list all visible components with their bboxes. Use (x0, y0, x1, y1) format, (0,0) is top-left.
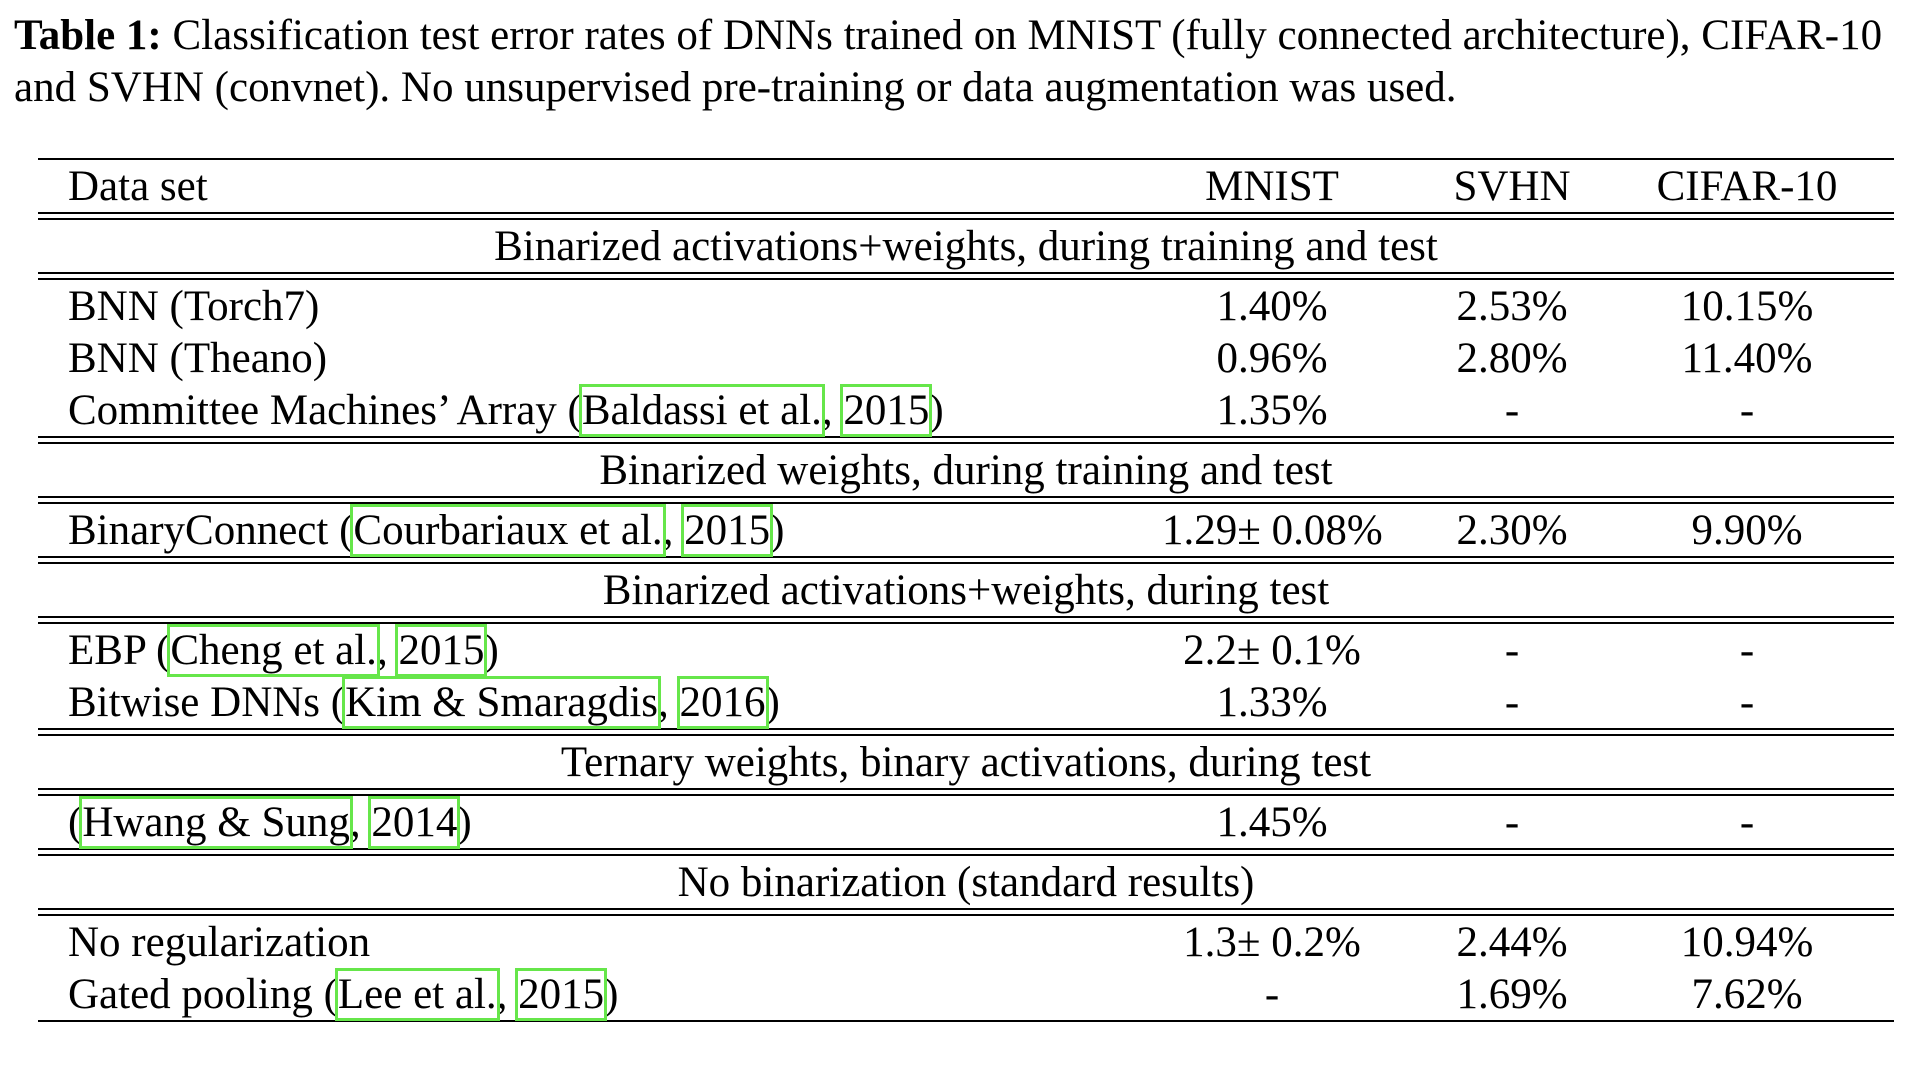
citation-author-link[interactable]: Lee et al. (334, 968, 500, 1021)
method-name: BNN (Theano) (68, 335, 328, 382)
mnist-value: 1.40% (1216, 283, 1328, 330)
svhn-value: 2.30% (1456, 507, 1568, 554)
mnist-value: 1.45% (1216, 799, 1328, 846)
cifar-value: - (1739, 679, 1755, 726)
bottom-rule (38, 1020, 1894, 1022)
citation-author-link[interactable]: Cheng et al. (167, 624, 380, 677)
rule (38, 496, 1894, 504)
table-row: BNN (Torch7) 1.40% 2.53% 10.15% (38, 280, 1894, 332)
cifar-value: - (1739, 799, 1755, 846)
cifar-value: 9.90% (1691, 507, 1803, 554)
rule (38, 436, 1894, 444)
cifar-value: 7.62% (1691, 971, 1803, 1018)
method-name: Bitwise DNNs (Kim & Smaragdis, 2016) (68, 676, 780, 729)
caption-label: Table 1: (14, 12, 162, 59)
citation-year-link[interactable]: 2015 (395, 624, 488, 677)
citation-year-link[interactable]: 2015 (515, 968, 608, 1021)
citation-year-link[interactable]: 2016 (676, 676, 769, 729)
rule (38, 788, 1894, 796)
header-row: Data set MNIST SVHN CIFAR-10 (38, 160, 1894, 212)
section-header: Binarized weights, during training and t… (599, 447, 1333, 494)
header-dataset: Data set (68, 163, 208, 210)
section-header: No binarization (standard results) (677, 859, 1255, 906)
svhn-value: - (1504, 679, 1520, 726)
table-caption: Table 1: Classification test error rates… (14, 10, 1914, 114)
cifar-value: 10.15% (1680, 283, 1814, 330)
citation-year-link[interactable]: 2014 (368, 796, 461, 849)
header-mnist: MNIST (1205, 163, 1339, 210)
table-row: (Hwang & Sung, 2014) 1.45% - - (38, 796, 1894, 849)
mnist-value: 1.3± 0.2% (1183, 919, 1361, 966)
mnist-value: - (1264, 971, 1280, 1018)
citation-author-link[interactable]: Hwang & Sung (79, 796, 353, 849)
citation-year-link[interactable]: 2015 (681, 504, 774, 557)
rule (38, 848, 1894, 856)
header-cifar: CIFAR-10 (1656, 163, 1838, 210)
table-row: Bitwise DNNs (Kim & Smaragdis, 2016) 1.3… (38, 676, 1894, 729)
section-header: Ternary weights, binary activations, dur… (560, 739, 1372, 786)
mnist-value: 2.2± 0.1% (1183, 627, 1361, 674)
rule (38, 212, 1894, 220)
cifar-value: 11.40% (1681, 335, 1813, 382)
mnist-value: 0.96% (1216, 335, 1328, 382)
citation-year-link[interactable]: 2015 (840, 384, 933, 437)
svhn-value: 2.53% (1456, 283, 1568, 330)
mnist-value: 1.29± 0.08% (1162, 507, 1383, 554)
results-table: Data set MNIST SVHN CIFAR-10 Binarized a… (38, 158, 1894, 1022)
table-row: No regularization 1.3± 0.2% 2.44% 10.94% (38, 916, 1894, 968)
method-name: No regularization (68, 919, 371, 966)
table-row: Gated pooling (Lee et al., 2015) - 1.69%… (38, 968, 1894, 1021)
cifar-value: - (1739, 627, 1755, 674)
rule (38, 908, 1894, 916)
caption-text: Classification test error rates of DNNs … (14, 12, 1883, 111)
cifar-value: 10.94% (1680, 919, 1814, 966)
citation-author-link[interactable]: Courbariaux et al. (350, 504, 666, 557)
rule (38, 728, 1894, 736)
citation-author-link[interactable]: Kim & Smaragdis (342, 676, 662, 729)
method-name: Committee Machines’ Array (Baldassi et a… (68, 384, 944, 437)
table-row: BinaryConnect (Courbariaux et al., 2015)… (38, 504, 1894, 557)
method-name: BNN (Torch7) (68, 283, 320, 330)
rule (38, 272, 1894, 280)
top-rule (38, 158, 1894, 160)
table-row: BNN (Theano) 0.96% 2.80% 11.40% (38, 332, 1894, 384)
svhn-value: 2.44% (1456, 919, 1568, 966)
section-header: Binarized activations+weights, during te… (602, 567, 1330, 614)
method-name: Gated pooling (Lee et al., 2015) (68, 968, 619, 1021)
mnist-value: 1.35% (1216, 387, 1328, 434)
svhn-value: - (1504, 799, 1520, 846)
method-name: (Hwang & Sung, 2014) (68, 796, 472, 849)
cifar-value: - (1739, 387, 1755, 434)
citation-author-link[interactable]: Baldassi et al. (578, 384, 825, 437)
rule (38, 616, 1894, 624)
method-name: EBP (Cheng et al., 2015) (68, 624, 499, 677)
table-row: Committee Machines’ Array (Baldassi et a… (38, 384, 1894, 437)
svhn-value: 2.80% (1456, 335, 1568, 382)
section-header: Binarized activations+weights, during tr… (494, 223, 1438, 270)
header-svhn: SVHN (1453, 163, 1571, 210)
svhn-value: - (1504, 627, 1520, 674)
table-row: EBP (Cheng et al., 2015) 2.2± 0.1% - - (38, 624, 1894, 677)
svhn-value: - (1504, 387, 1520, 434)
method-name: BinaryConnect (Courbariaux et al., 2015) (68, 504, 785, 557)
mnist-value: 1.33% (1216, 679, 1328, 726)
svhn-value: 1.69% (1456, 971, 1568, 1018)
rule (38, 556, 1894, 564)
